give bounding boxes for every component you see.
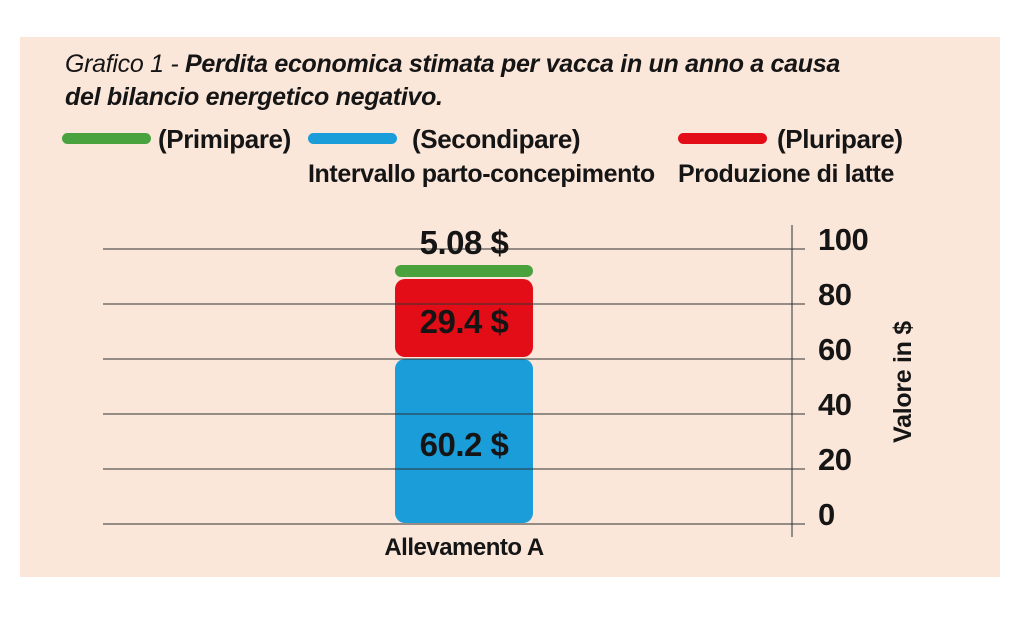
y-tick-label-100: 100 — [818, 222, 869, 257]
legend-label-primipare: (Primipare) — [158, 124, 291, 154]
legend-label-secondipare: (Secondipare) — [412, 124, 581, 154]
legend-swatch-secondipare — [308, 133, 397, 144]
y-axis-title: Valore in $ — [889, 321, 917, 443]
bar-value-label-primipare: 5.08 $ — [419, 223, 509, 261]
y-tick-label-0: 0 — [818, 497, 835, 532]
chart-title-line2: del bilancio energetico negativo. — [65, 83, 443, 111]
gridline-y60 — [103, 358, 805, 360]
y-tick-label-80: 80 — [818, 277, 852, 312]
chart-title-prefix: Grafico 1 - — [65, 50, 186, 78]
bar-segment-pluripare — [395, 278, 533, 358]
gridline-y100 — [103, 248, 805, 250]
gridline-y40 — [103, 413, 805, 415]
bar-value-label-pluripare: 29.4 $ — [419, 303, 509, 341]
x-category-label: Allevamento A — [384, 534, 544, 561]
chart-title: Grafico 1 - Perdita economica stimata pe… — [65, 48, 865, 114]
y-tick-label-60: 60 — [818, 332, 852, 367]
legend-label-pluripare: (Pluripare) — [777, 124, 903, 154]
gridline-y20 — [103, 468, 805, 470]
legend-swatch-primipare — [62, 133, 151, 144]
legend-sublabel-pluripare: Produzione di latte — [678, 160, 895, 188]
y-tick-label-20: 20 — [818, 442, 852, 477]
bar-segment-primipare — [395, 264, 533, 277]
chart-title-main: Perdita economica stimata per vacca in u… — [185, 50, 840, 78]
gridline-y0 — [103, 523, 805, 525]
gridline-y80 — [103, 303, 805, 305]
legend-sublabel-secondipare: Intervallo parto-concepimento — [308, 160, 655, 188]
y-axis-line — [791, 225, 793, 537]
bar-value-label-secondipare: 60.2 $ — [419, 426, 509, 464]
bar-segment-secondipare — [395, 359, 533, 523]
y-tick-label-40: 40 — [818, 387, 852, 422]
legend-swatch-pluripare — [678, 133, 767, 144]
